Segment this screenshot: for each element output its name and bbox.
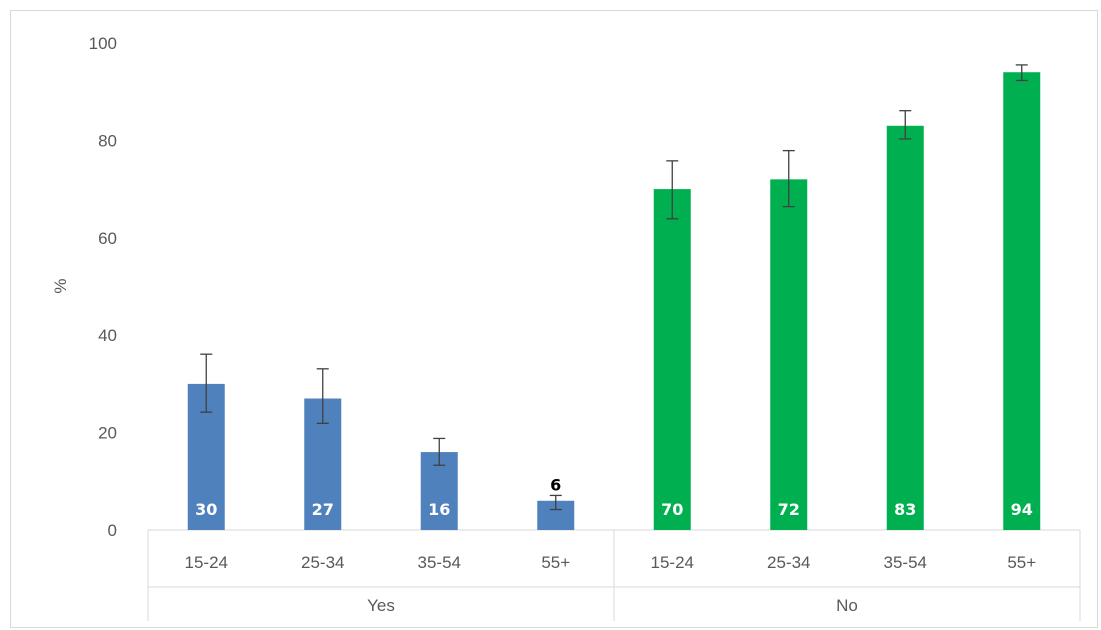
data-label: 6: [550, 475, 561, 494]
y-axis-title: %: [51, 278, 70, 293]
x-tick-label: 15-24: [651, 553, 694, 572]
y-tick-label: 20: [98, 424, 117, 443]
x-group-label: Yes: [367, 596, 395, 615]
data-label: 83: [894, 500, 916, 519]
x-group-label: No: [836, 596, 858, 615]
data-label: 30: [195, 500, 217, 519]
bar-no-15-24: [653, 189, 691, 530]
data-label: 72: [778, 500, 800, 519]
bar-no-25-34: [770, 179, 808, 531]
x-tick-label: 35-54: [418, 553, 461, 572]
bar-no-55+: [1003, 72, 1041, 530]
data-label: 94: [1011, 500, 1033, 519]
error-bars-layer: [200, 64, 1028, 511]
bar-no-35-54: [886, 125, 924, 530]
x-tick-label: 25-34: [767, 553, 810, 572]
y-tick-label: 80: [98, 131, 117, 150]
x-tick-label: 25-34: [301, 553, 344, 572]
bars-layer: [187, 72, 1041, 531]
x-tick-label: 55+: [541, 553, 570, 572]
x-tick-label: 55+: [1007, 553, 1036, 572]
axes-layer: 0 20 40 60 80 100 15-24 25-34 35-54 55+ Yes 15-24 25…: [89, 34, 1081, 621]
x-tick-label: 35-54: [884, 553, 927, 572]
data-label: 70: [661, 500, 683, 519]
labels-layer: 30 27 16 6 70 72 83 94: [195, 475, 1033, 519]
data-label: 27: [312, 500, 334, 519]
data-label: 16: [428, 500, 450, 519]
y-tick-label: 0: [108, 521, 117, 540]
y-tick-label: 40: [98, 326, 117, 345]
x-tick-label: 15-24: [185, 553, 228, 572]
y-tick-label: 100: [89, 34, 117, 53]
y-tick-label: 60: [98, 229, 117, 248]
